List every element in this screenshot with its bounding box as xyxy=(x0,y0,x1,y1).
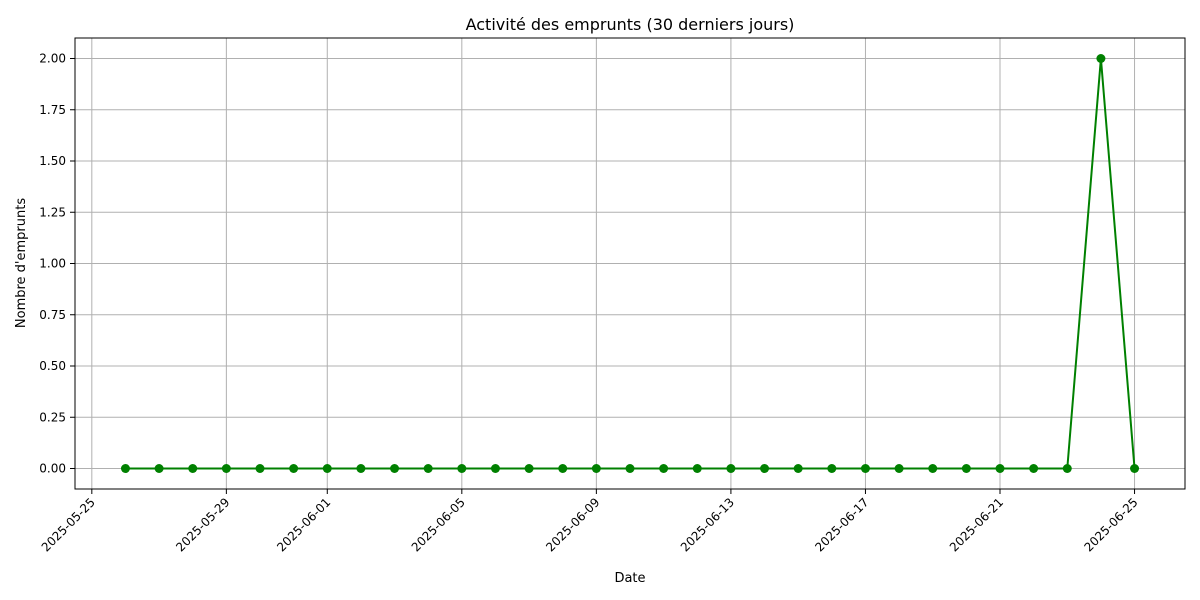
y-tick-label: 0.00 xyxy=(39,462,66,476)
data-point xyxy=(793,464,803,473)
data-point xyxy=(1130,464,1140,473)
data-point xyxy=(894,464,904,473)
data-point xyxy=(659,464,669,473)
data-point xyxy=(188,464,198,473)
x-tick-label: 2025-06-17 xyxy=(812,495,871,554)
y-tick-label: 1.50 xyxy=(39,154,66,168)
data-point xyxy=(726,464,736,473)
data-point xyxy=(322,464,332,473)
data-point xyxy=(390,464,400,473)
data-point xyxy=(827,464,837,473)
data-point xyxy=(760,464,770,473)
y-tick-label: 0.25 xyxy=(39,410,66,424)
x-tick-label: 2025-06-09 xyxy=(543,495,602,554)
series xyxy=(120,54,1140,473)
data-point xyxy=(1029,464,1039,473)
x-tick-label: 2025-06-01 xyxy=(274,495,333,554)
data-point xyxy=(995,464,1005,473)
data-point xyxy=(524,464,534,473)
data-point xyxy=(928,464,938,473)
data-point xyxy=(591,464,601,473)
y-tick-label: 2.00 xyxy=(39,52,66,66)
data-point xyxy=(490,464,500,473)
x-tick-label: 2025-05-29 xyxy=(173,495,232,554)
y-tick-label: 1.00 xyxy=(39,257,66,271)
data-point xyxy=(457,464,467,473)
y-tick-label: 0.75 xyxy=(39,308,66,322)
data-point xyxy=(692,464,702,473)
data-point xyxy=(289,464,299,473)
x-axis-label: Date xyxy=(614,571,645,586)
data-point xyxy=(120,464,130,473)
y-tick-label: 1.25 xyxy=(39,205,66,219)
x-tick-label: 2025-06-05 xyxy=(409,495,468,554)
x-tick-label: 2025-06-21 xyxy=(947,495,1006,554)
y-tick-label: 1.75 xyxy=(39,103,66,117)
data-point xyxy=(1096,54,1106,63)
data-point xyxy=(221,464,231,473)
y-axis-label: Nombre d'emprunts xyxy=(14,198,29,328)
data-point xyxy=(625,464,635,473)
data-point xyxy=(356,464,366,473)
chart-title: Activité des emprunts (30 derniers jours… xyxy=(466,15,795,34)
data-point xyxy=(255,464,265,473)
grid xyxy=(75,38,1185,489)
x-tick-label: 2025-05-25 xyxy=(39,495,98,554)
data-point xyxy=(1062,464,1072,473)
axis-ticks: 2025-05-25 2025-05-29 2025-06-01 2025-06-05… xyxy=(39,52,1141,555)
data-point xyxy=(961,464,971,473)
data-point xyxy=(558,464,568,473)
x-tick-label: 2025-06-13 xyxy=(678,495,737,554)
x-tick-label: 2025-06-25 xyxy=(1081,495,1140,554)
y-tick-label: 0.50 xyxy=(39,359,66,373)
data-point xyxy=(860,464,870,473)
data-point xyxy=(423,464,433,473)
data-point xyxy=(154,464,164,473)
